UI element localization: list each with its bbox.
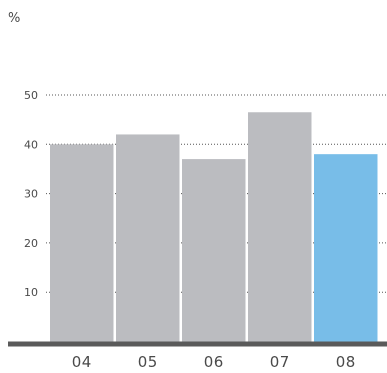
- x-tick-label: 08: [336, 353, 356, 371]
- bar-06: [182, 159, 246, 342]
- bars: [50, 112, 378, 342]
- y-tick-label: 40: [24, 138, 38, 151]
- y-axis-label: %: [8, 11, 20, 26]
- y-tick-label: 20: [24, 237, 38, 250]
- y-tick-labels: 10 20 30 40 50: [24, 89, 38, 299]
- bar-08: [314, 154, 378, 342]
- x-tick-labels: 04 05 06 07 08: [72, 353, 356, 371]
- bar-04: [50, 144, 114, 342]
- x-tick-label: 04: [72, 353, 92, 371]
- y-tick-label: 50: [24, 89, 38, 102]
- x-tick-label: 05: [138, 353, 158, 371]
- y-tick-label: 30: [24, 188, 38, 201]
- bar-07: [248, 112, 312, 342]
- x-tick-label: 06: [204, 353, 224, 371]
- y-tick-label: 10: [24, 286, 38, 299]
- bar-05: [116, 134, 180, 342]
- x-tick-label: 07: [270, 353, 290, 371]
